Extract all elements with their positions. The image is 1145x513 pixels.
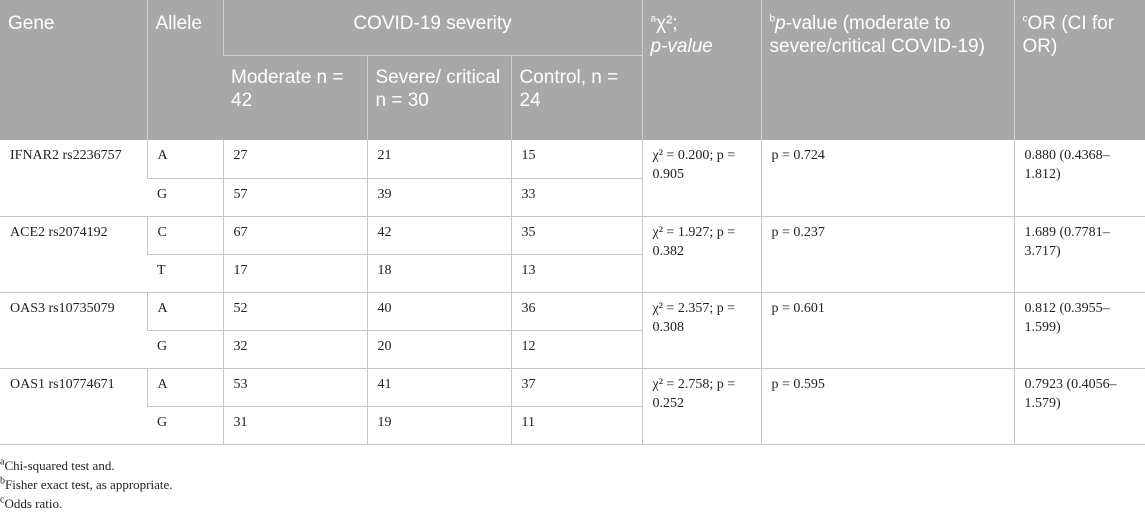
chi-cell: χ² = 2.357; p = 0.308 — [641, 292, 762, 369]
table-row: ACE2 rs2074192 C 67 42 35 χ² = 1.927; p … — [0, 216, 1145, 293]
table-row: IFNAR2 rs2236757 A 27 21 15 χ² = 0.200; … — [0, 140, 1145, 217]
or-cell: 0.880 (0.4368–1.812) — [1013, 140, 1145, 217]
severe-cell: 41 — [366, 368, 511, 407]
moderate-cell: 32 — [222, 330, 367, 369]
table-row: T 17 18 13 — [0, 254, 1145, 293]
allele-cell: C — [146, 216, 223, 255]
allele-cell: G — [147, 330, 223, 369]
control-cell: 11 — [510, 406, 643, 445]
allele-cell: G — [147, 178, 223, 217]
table-row: G 57 39 33 — [0, 178, 1145, 217]
or-cell: 0.7923 (0.4056–1.579) — [1013, 368, 1145, 445]
header-gene: Gene — [0, 0, 147, 140]
control-cell: 37 — [510, 368, 643, 407]
or-cell: 0.812 (0.3955–1.599) — [1013, 292, 1145, 369]
moderate-cell: 53 — [222, 368, 367, 407]
gene-cell: IFNAR2 rs2236757 — [0, 140, 147, 217]
gene-cell: ACE2 rs2074192 — [0, 216, 147, 293]
severe-cell: 20 — [366, 330, 511, 369]
moderate-cell: 31 — [222, 406, 367, 445]
footnote-c: cOdds ratio. — [0, 494, 63, 511]
chi-cell: χ² = 0.200; p = 0.905 — [641, 140, 762, 217]
allele-cell: G — [147, 406, 223, 445]
moderate-cell: 52 — [222, 292, 367, 331]
control-cell: 13 — [510, 254, 643, 293]
control-cell: 36 — [510, 292, 643, 331]
gene-cell: OAS1 rs10774671 — [0, 368, 147, 445]
chi-cell: χ² = 1.927; p = 0.382 — [641, 216, 762, 293]
header-allele: Allele — [146, 0, 223, 140]
gene-cell: OAS3 rs10735079 — [0, 292, 147, 369]
severe-cell: 42 — [366, 216, 511, 255]
severe-cell: 21 — [366, 140, 511, 179]
allele-cell: T — [147, 254, 223, 293]
pvalue-cell: p = 0.595 — [760, 368, 1015, 445]
table-header: Gene Allele COVID-19 severity aχ²; p-valu… — [0, 0, 1145, 140]
severe-cell: 19 — [366, 406, 511, 445]
moderate-cell: 67 — [222, 216, 367, 255]
or-cell: 1.689 (0.7781–3.717) — [1013, 216, 1145, 293]
control-cell: 33 — [510, 178, 643, 217]
pvalue-cell: p = 0.724 — [760, 140, 1015, 217]
header-pvalue: bp-value (moderate to severe/critical CO… — [760, 0, 1015, 140]
table-row: G 32 20 12 — [0, 330, 1145, 369]
header-control: Control, n = 24 — [510, 55, 643, 140]
table-row: OAS3 rs10735079 A 52 40 36 χ² = 2.357; p… — [0, 292, 1145, 369]
header-severe: Severe/ critical n = 30 — [366, 55, 511, 140]
pvalue-cell: p = 0.601 — [760, 292, 1015, 369]
control-cell: 12 — [510, 330, 643, 369]
table-row: G 31 19 11 — [0, 406, 1145, 445]
header-chi: aχ²; p-value — [641, 0, 762, 140]
header-moderate: Moderate n = 42 — [223, 55, 367, 140]
footnote-b: bFisher exact test, as appropriate. — [0, 475, 173, 492]
severe-cell: 40 — [366, 292, 511, 331]
moderate-cell: 17 — [222, 254, 367, 293]
footnote-a: aChi-squared test and. — [0, 456, 115, 473]
moderate-cell: 27 — [222, 140, 367, 179]
chi-cell: χ² = 2.758; p = 0.252 — [641, 368, 762, 445]
control-cell: 15 — [510, 140, 643, 179]
allele-cell: A — [146, 292, 223, 331]
moderate-cell: 57 — [222, 178, 367, 217]
header-or: cOR (CI for OR) — [1013, 0, 1145, 140]
table-body: IFNAR2 rs2236757 A 27 21 15 χ² = 0.200; … — [0, 140, 1145, 445]
header-severity-group: COVID-19 severity — [222, 0, 643, 56]
pvalue-cell: p = 0.237 — [760, 216, 1015, 293]
severe-cell: 18 — [366, 254, 511, 293]
footnotes: aChi-squared test and. bFisher exact tes… — [0, 456, 1145, 513]
severe-cell: 39 — [366, 178, 511, 217]
genotype-table: Gene Allele COVID-19 severity aχ²; p-valu… — [0, 0, 1145, 445]
allele-cell: A — [146, 140, 223, 179]
control-cell: 35 — [510, 216, 643, 255]
allele-cell: A — [146, 368, 223, 407]
table-row: OAS1 rs10774671 A 53 41 37 χ² = 2.758; p… — [0, 368, 1145, 445]
